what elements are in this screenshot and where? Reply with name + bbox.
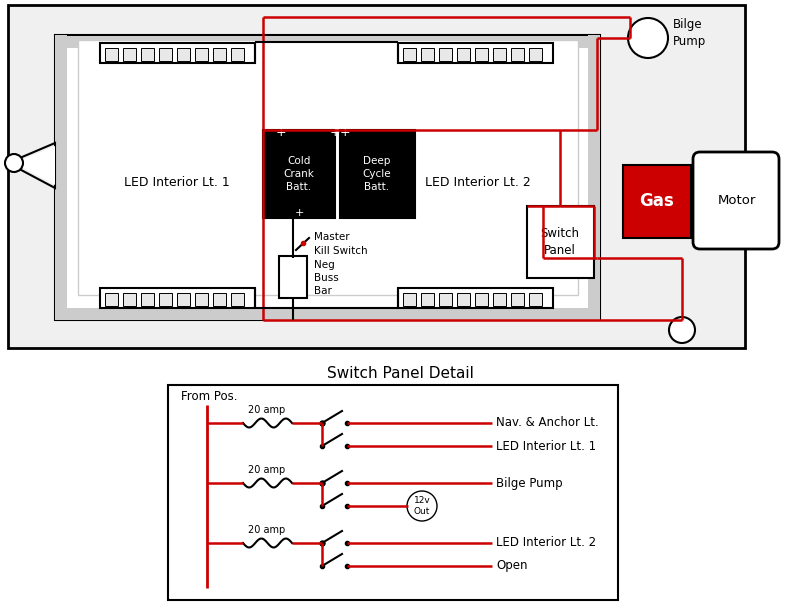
Bar — [141, 48, 154, 61]
Polygon shape — [14, 146, 55, 185]
Bar — [195, 293, 208, 306]
Bar — [340, 130, 415, 218]
Bar — [439, 48, 452, 61]
Bar — [398, 43, 553, 63]
Bar — [159, 293, 172, 306]
Text: Switch Panel Detail: Switch Panel Detail — [326, 367, 474, 381]
Text: Cold
Crank
Batt.: Cold Crank Batt. — [283, 156, 314, 192]
Bar — [403, 293, 416, 306]
Bar — [263, 130, 335, 218]
Text: Motor: Motor — [718, 194, 756, 207]
Text: Nav. & Anchor Lt.: Nav. & Anchor Lt. — [496, 416, 598, 430]
Bar — [475, 48, 488, 61]
Bar — [100, 288, 255, 308]
Text: Gas: Gas — [640, 192, 674, 210]
Bar — [457, 48, 470, 61]
Text: LED Interior Lt. 1: LED Interior Lt. 1 — [496, 440, 596, 452]
Text: From Pos.: From Pos. — [181, 389, 238, 403]
Text: Neg
Buss
Bar: Neg Buss Bar — [314, 260, 338, 296]
Bar — [177, 293, 190, 306]
Bar — [8, 5, 745, 348]
Bar — [421, 293, 434, 306]
Bar — [100, 43, 255, 63]
Circle shape — [5, 154, 23, 172]
Bar — [623, 165, 691, 238]
Text: +: + — [294, 208, 304, 218]
Bar — [168, 385, 618, 600]
Bar — [527, 206, 594, 278]
Text: Master
Kill Switch: Master Kill Switch — [314, 232, 368, 256]
Text: 20 amp: 20 amp — [248, 465, 286, 475]
Text: Switch
Panel: Switch Panel — [541, 227, 579, 257]
Bar — [213, 293, 226, 306]
Text: LED Interior Lt. 2: LED Interior Lt. 2 — [496, 536, 596, 549]
Bar — [421, 48, 434, 61]
Text: +: + — [330, 126, 340, 140]
Bar — [439, 293, 452, 306]
Text: Bilge Pump: Bilge Pump — [496, 476, 562, 490]
Bar — [529, 293, 542, 306]
Text: +: + — [276, 126, 286, 140]
Circle shape — [407, 491, 437, 521]
Bar — [177, 48, 190, 61]
Bar — [493, 48, 506, 61]
Bar — [457, 293, 470, 306]
Text: LED Interior Lt. 1: LED Interior Lt. 1 — [124, 177, 230, 189]
Bar — [123, 293, 136, 306]
Bar — [141, 293, 154, 306]
Text: 12v
Out: 12v Out — [414, 497, 430, 516]
Text: Deep
Cycle
Batt.: Deep Cycle Batt. — [362, 156, 391, 192]
Bar — [55, 35, 600, 320]
Bar — [213, 48, 226, 61]
Bar — [78, 40, 578, 295]
Circle shape — [628, 18, 668, 58]
Bar — [55, 35, 67, 320]
Text: LED Interior Lt. 2: LED Interior Lt. 2 — [425, 177, 531, 189]
Bar — [55, 308, 600, 320]
Text: 20 amp: 20 amp — [248, 525, 286, 535]
Bar — [195, 48, 208, 61]
Text: Open: Open — [496, 560, 527, 573]
Bar — [123, 48, 136, 61]
Bar — [159, 48, 172, 61]
Bar — [529, 48, 542, 61]
Bar — [511, 48, 524, 61]
FancyBboxPatch shape — [693, 152, 779, 249]
Bar — [398, 288, 553, 308]
Bar — [231, 293, 244, 306]
Text: 20 amp: 20 amp — [248, 405, 286, 415]
Bar — [105, 293, 118, 306]
Bar — [493, 293, 506, 306]
Bar — [403, 48, 416, 61]
Circle shape — [669, 317, 695, 343]
Bar — [475, 293, 488, 306]
Bar — [588, 35, 600, 320]
Bar — [279, 256, 307, 298]
Bar — [105, 48, 118, 61]
Bar — [55, 36, 600, 48]
Bar — [511, 293, 524, 306]
Bar — [231, 48, 244, 61]
Polygon shape — [8, 143, 55, 188]
Text: +: + — [340, 126, 350, 140]
Text: Bilge
Pump: Bilge Pump — [673, 18, 706, 48]
